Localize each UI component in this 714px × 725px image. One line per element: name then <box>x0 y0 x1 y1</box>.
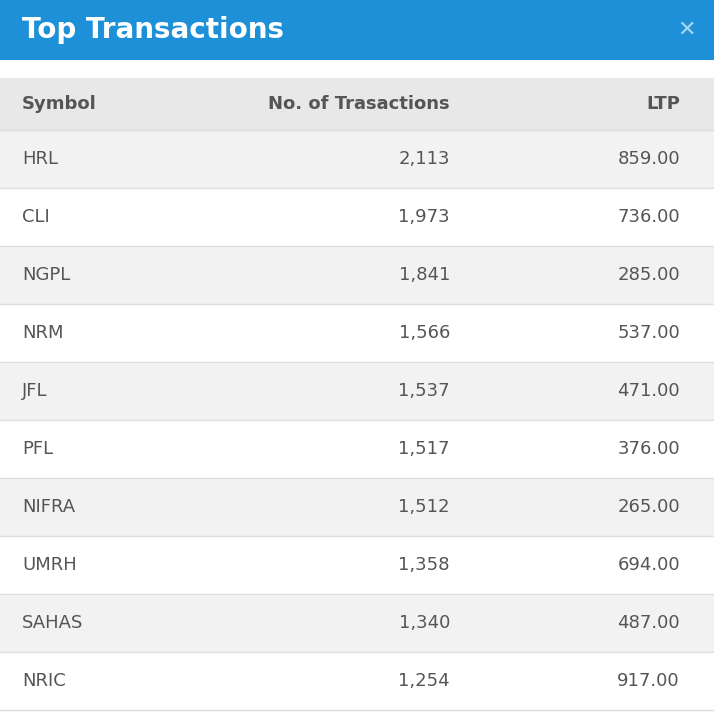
Text: 1,512: 1,512 <box>398 498 450 516</box>
Text: NRM: NRM <box>22 324 64 342</box>
Text: 471.00: 471.00 <box>618 382 680 400</box>
Text: NRIC: NRIC <box>22 672 66 690</box>
Bar <box>0 130 714 188</box>
Text: 285.00: 285.00 <box>618 266 680 284</box>
Bar <box>0 420 714 478</box>
Text: NGPL: NGPL <box>22 266 70 284</box>
Text: 859.00: 859.00 <box>618 150 680 168</box>
Text: 376.00: 376.00 <box>618 440 680 458</box>
Text: Symbol: Symbol <box>22 95 97 113</box>
Text: 2,113: 2,113 <box>398 150 450 168</box>
Text: 537.00: 537.00 <box>617 324 680 342</box>
Text: PFL: PFL <box>22 440 53 458</box>
Text: ✕: ✕ <box>678 20 696 40</box>
Bar <box>0 0 714 60</box>
Text: 1,973: 1,973 <box>398 208 450 226</box>
Text: CLI: CLI <box>22 208 50 226</box>
Text: Top Transactions: Top Transactions <box>22 16 284 44</box>
Text: 1,340: 1,340 <box>398 614 450 632</box>
Bar <box>0 246 714 304</box>
Text: 1,537: 1,537 <box>398 382 450 400</box>
Text: NIFRA: NIFRA <box>22 498 75 516</box>
Text: 1,517: 1,517 <box>398 440 450 458</box>
Text: JFL: JFL <box>22 382 48 400</box>
Text: LTP: LTP <box>646 95 680 113</box>
Text: 736.00: 736.00 <box>618 208 680 226</box>
Bar <box>0 652 714 710</box>
Text: HRL: HRL <box>22 150 58 168</box>
Text: 694.00: 694.00 <box>618 556 680 574</box>
Bar <box>0 304 714 362</box>
Bar <box>0 362 714 420</box>
Text: 265.00: 265.00 <box>618 498 680 516</box>
Text: 917.00: 917.00 <box>618 672 680 690</box>
Text: UMRH: UMRH <box>22 556 76 574</box>
Bar <box>0 78 714 130</box>
Text: SAHAS: SAHAS <box>22 614 84 632</box>
Bar <box>0 478 714 536</box>
Text: 487.00: 487.00 <box>618 614 680 632</box>
Text: 1,841: 1,841 <box>398 266 450 284</box>
Text: No. of Trasactions: No. of Trasactions <box>268 95 450 113</box>
Text: 1,566: 1,566 <box>398 324 450 342</box>
Text: 1,254: 1,254 <box>398 672 450 690</box>
Bar <box>0 594 714 652</box>
Bar <box>0 188 714 246</box>
Text: 1,358: 1,358 <box>398 556 450 574</box>
Bar <box>0 536 714 594</box>
